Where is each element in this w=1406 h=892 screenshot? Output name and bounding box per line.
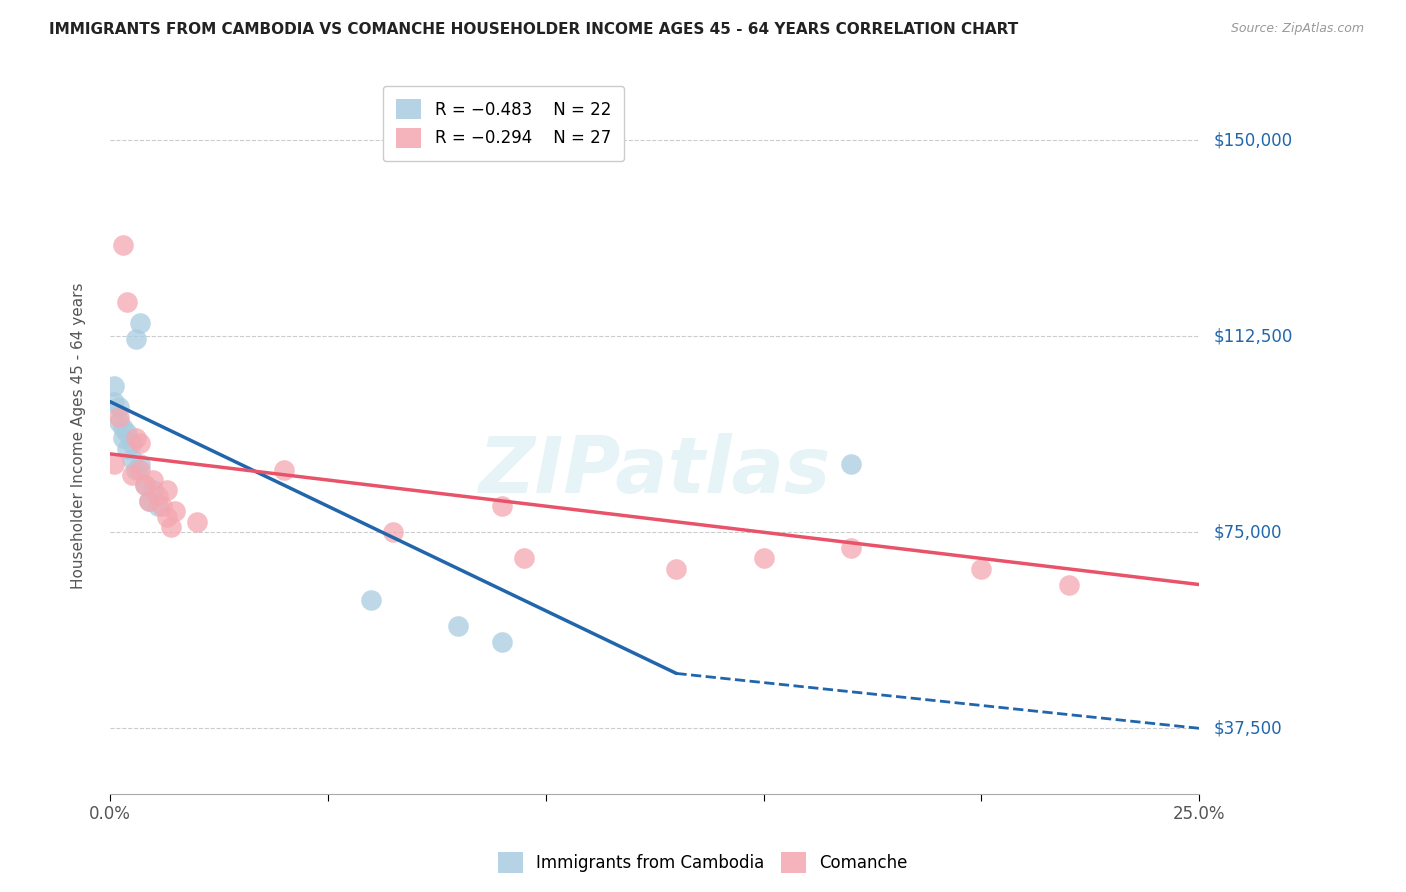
Point [665, 562, 688, 576]
Point [491, 499, 513, 513]
Text: $112,500: $112,500 [1213, 327, 1292, 345]
Point [165, 504, 187, 518]
Text: IMMIGRANTS FROM CAMBODIA VS COMANCHE HOUSEHOLDER INCOME AGES 45 - 64 YEARS CORRE: IMMIGRANTS FROM CAMBODIA VS COMANCHE HOU… [49, 22, 1018, 37]
Point [146, 489, 169, 503]
Point [839, 458, 862, 472]
Point [752, 551, 775, 566]
Point [273, 462, 295, 476]
Point [117, 442, 139, 456]
Point [382, 525, 405, 540]
Text: $75,000: $75,000 [1213, 524, 1282, 541]
Point [150, 499, 173, 513]
Point [107, 410, 129, 425]
Point [970, 562, 993, 576]
Point [129, 458, 152, 472]
Point [125, 462, 148, 476]
Point [155, 509, 177, 524]
Text: $37,500: $37,500 [1213, 719, 1282, 738]
Point [839, 541, 862, 555]
Point [155, 483, 177, 498]
Point [513, 551, 536, 566]
Point [129, 462, 152, 476]
Text: Source: ZipAtlas.com: Source: ZipAtlas.com [1230, 22, 1364, 36]
Point [142, 483, 165, 498]
Point [186, 515, 208, 529]
Point [111, 431, 134, 445]
Point [107, 400, 129, 414]
Point [138, 494, 160, 508]
Point [160, 520, 183, 534]
Point [125, 431, 148, 445]
Point [134, 478, 156, 492]
Y-axis label: Householder Income Ages 45 - 64 years: Householder Income Ages 45 - 64 years [72, 282, 86, 589]
Point [146, 499, 169, 513]
Point [117, 295, 139, 310]
Legend: R = −0.483    N = 22, R = −0.294    N = 27: R = −0.483 N = 22, R = −0.294 N = 27 [382, 86, 624, 161]
Point [121, 467, 143, 482]
Legend: Immigrants from Cambodia, Comanche: Immigrants from Cambodia, Comanche [491, 846, 915, 880]
Point [103, 458, 125, 472]
Point [121, 452, 143, 467]
Point [125, 332, 148, 346]
Point [134, 478, 156, 492]
Point [103, 394, 125, 409]
Text: ZIPatlas: ZIPatlas [478, 434, 831, 509]
Point [107, 416, 129, 430]
Point [129, 436, 152, 450]
Point [491, 635, 513, 649]
Point [142, 473, 165, 487]
Point [121, 436, 143, 450]
Point [129, 316, 152, 330]
Point [117, 425, 139, 440]
Point [103, 379, 125, 393]
Point [111, 237, 134, 252]
Text: $150,000: $150,000 [1213, 131, 1292, 149]
Point [138, 494, 160, 508]
Point [360, 593, 382, 607]
Point [1057, 577, 1080, 591]
Point [447, 619, 470, 633]
Point [111, 421, 134, 435]
